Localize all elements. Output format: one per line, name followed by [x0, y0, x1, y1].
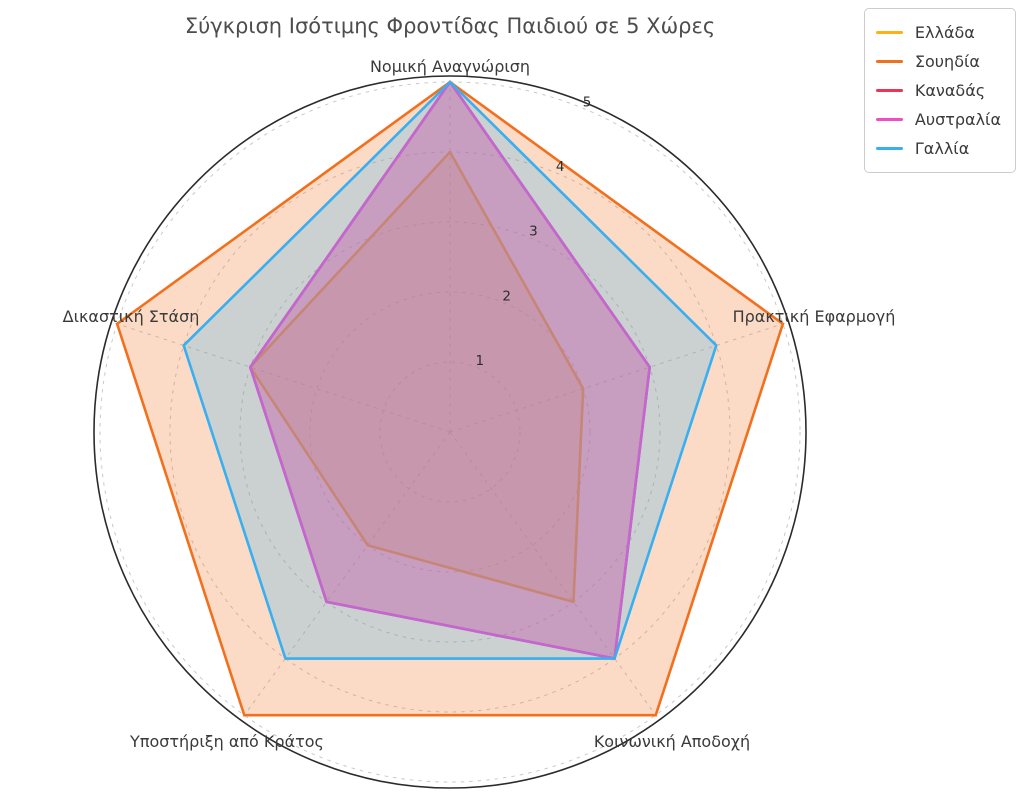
radial-tick-label-2: 2: [502, 288, 511, 304]
legend-item-4: Γαλλία: [875, 134, 1001, 163]
axis-label-2: Κοινωνική Αποδοχή: [594, 732, 750, 751]
legend-swatch-0: [875, 31, 903, 34]
legend-item-2: Καναδάς: [875, 76, 1001, 105]
radial-tick-label-5: 5: [583, 94, 592, 110]
series-polygon-Γαλλία: [182, 80, 718, 660]
legend: Ελλάδα Σουηδία Καναδάς Αυστραλία Γαλλία: [863, 8, 1016, 173]
grid-circle: [379, 361, 521, 503]
legend-label-1: Σουηδία: [914, 52, 980, 71]
legend-label-2: Καναδάς: [914, 81, 986, 100]
axis-label-0: Νομική Αναγνώριση: [370, 57, 530, 76]
grid-circle: [239, 221, 661, 643]
axis-label-3: Υποστήριξη από Κράτος: [129, 732, 324, 751]
legend-swatch-2: [875, 89, 903, 92]
outer-spine: [93, 75, 807, 789]
axis-label-4: Δικαστική Στάση: [63, 307, 200, 326]
legend-swatch-4: [875, 147, 903, 150]
axis-label-1: Πρακτική Εφαρμογή: [733, 307, 896, 326]
legend-label-0: Ελλάδα: [914, 23, 975, 42]
grid-circle: [99, 81, 801, 783]
series-polygon-Ελλάδα: [248, 150, 585, 604]
chart-title: Σύγκριση Ισότιμης Φροντίδας Παιδιού σε 5…: [184, 14, 716, 38]
radial-tick-label-4: 4: [556, 159, 565, 175]
legend-item-3: Αυστραλία: [875, 105, 1001, 134]
series-polygon-Αυστραλία: [248, 80, 652, 660]
legend-label-4: Γαλλία: [914, 139, 970, 158]
series-polygon-Σουηδία: [115, 80, 785, 717]
grid-circle: [309, 291, 591, 573]
legend-item-1: Σουηδία: [875, 47, 1001, 76]
radial-tick-label-1: 1: [476, 353, 485, 369]
legend-label-3: Αυστραλία: [914, 110, 1001, 129]
legend-swatch-3: [875, 118, 903, 121]
legend-item-0: Ελλάδα: [875, 18, 1001, 47]
legend-swatch-1: [875, 60, 903, 63]
radial-tick-label-3: 3: [529, 224, 538, 240]
